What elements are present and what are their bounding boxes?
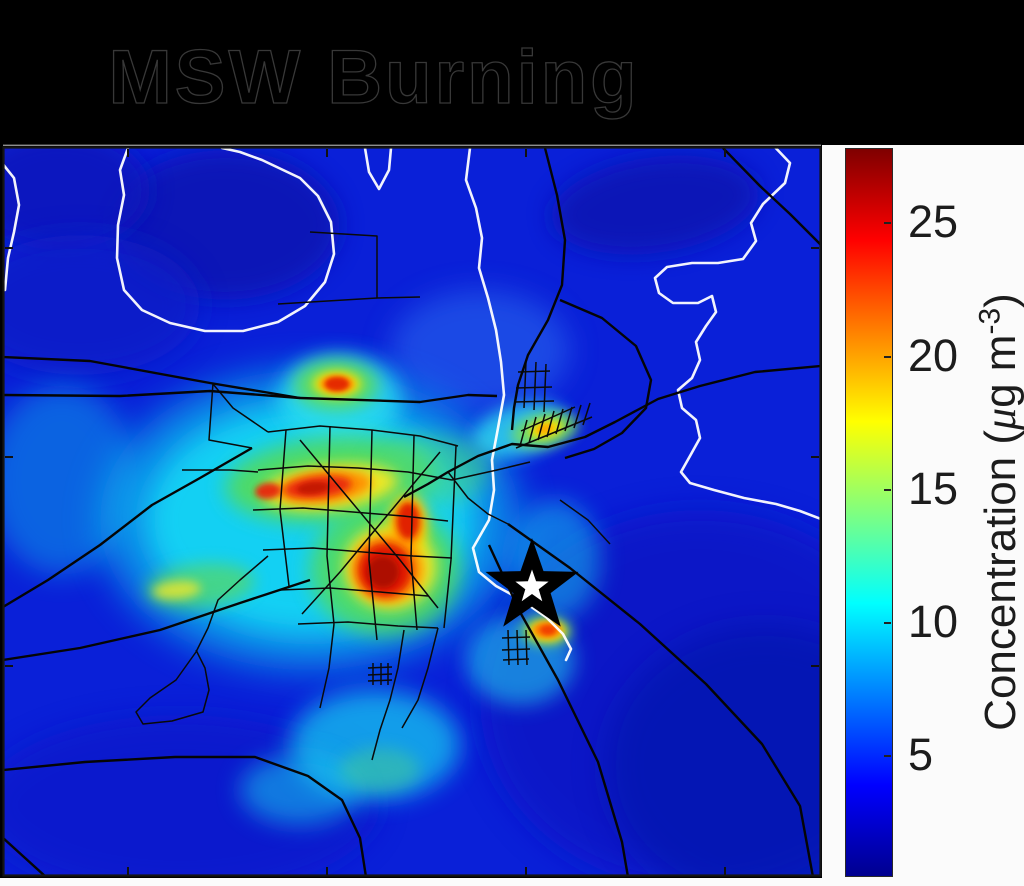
heat-blob	[240, 755, 360, 825]
road-minor	[525, 629, 528, 666]
road-major	[4, 755, 368, 876]
road-minor	[507, 629, 510, 666]
road-minor	[208, 382, 253, 449]
figure-background-bottom	[0, 878, 1024, 886]
waterway-line	[363, 148, 393, 191]
road-minor	[410, 435, 418, 631]
colorbar-tick-label: 25	[908, 196, 959, 248]
road-major	[722, 148, 820, 246]
road-major	[4, 837, 47, 876]
source-star-inner	[515, 569, 549, 602]
road-minor	[277, 297, 378, 305]
road-minor	[262, 547, 453, 559]
road-minor	[135, 555, 269, 725]
road-minor	[543, 363, 547, 413]
colorbar-label-text: Concentration (μg m-3)	[972, 293, 1024, 731]
heat-blob	[297, 481, 329, 495]
road-minor	[555, 408, 564, 435]
road-minor	[502, 658, 530, 661]
heat-blob	[255, 482, 281, 500]
mu-symbol: μ	[975, 407, 1024, 430]
axes-frame	[2, 146, 822, 877]
heat-blob	[325, 377, 349, 391]
chart-title: MSW Burning	[108, 34, 640, 120]
colorbar-tick-mark	[884, 488, 891, 491]
road-minor	[515, 386, 553, 389]
heat-blob	[605, 625, 820, 876]
road-minor	[301, 451, 441, 615]
heat-blob	[550, 155, 760, 255]
road-major	[4, 578, 311, 662]
road-minor	[297, 621, 439, 629]
road-minor	[252, 507, 449, 522]
waterway-line	[653, 148, 820, 521]
heat-blob	[367, 556, 399, 588]
road-minor	[546, 410, 555, 438]
road-minor	[182, 469, 259, 473]
exponent: -3	[972, 307, 1006, 335]
colorbar-tick-mark	[884, 621, 891, 624]
road-minor	[501, 648, 531, 651]
road-minor	[516, 629, 519, 666]
road-major	[510, 148, 567, 431]
road-major	[507, 523, 815, 876]
heat-blob	[4, 235, 200, 375]
colorbar-tick-label: 5	[908, 728, 934, 780]
road-minor	[326, 425, 335, 625]
road-minor	[401, 627, 439, 729]
road-minor	[523, 361, 527, 409]
road-minor	[279, 429, 290, 587]
road-minor	[319, 623, 335, 709]
road-minor	[513, 400, 555, 403]
road-minor	[447, 471, 509, 525]
road-minor	[309, 231, 421, 299]
colorbar-tick-label: 20	[908, 329, 959, 381]
concentration-heatmap	[2, 144, 822, 877]
road-minor	[528, 416, 537, 444]
heat-blob	[4, 148, 150, 250]
road-minor	[279, 587, 429, 597]
frame-top-highlight	[3, 144, 821, 146]
road-minor	[368, 429, 378, 641]
road-minor	[564, 406, 573, 432]
heat-blob	[153, 580, 201, 600]
road-minor	[559, 499, 611, 545]
colorbar-tick-mark	[884, 222, 891, 225]
colorbar	[845, 148, 893, 877]
waterway-line	[4, 163, 21, 292]
waterway-line	[464, 148, 573, 662]
road-minor	[573, 404, 582, 429]
road-minor	[582, 402, 591, 426]
road-major	[4, 446, 253, 608]
heat-blob	[397, 503, 419, 539]
road-minor	[451, 461, 531, 481]
road-minor	[257, 465, 453, 481]
heat-blob	[540, 625, 556, 635]
colorbar-tick-mark	[884, 754, 891, 757]
waterway-line	[115, 148, 336, 333]
map-layers	[4, 148, 820, 876]
road-minor	[519, 419, 528, 447]
road-minor	[371, 629, 405, 761]
road-major	[559, 298, 653, 460]
colorbar-tick-mark	[884, 355, 891, 358]
colorbar-tick-label: 10	[908, 595, 959, 647]
road-minor	[501, 636, 531, 639]
colorbar-tick-label: 15	[908, 462, 959, 514]
road-minor	[520, 406, 576, 432]
heat-blob	[340, 748, 420, 792]
colorbar-axis-label: Concentration (μg m-3)	[965, 147, 1024, 877]
heat-blob	[4, 715, 380, 876]
road-major	[403, 364, 820, 499]
road-minor	[537, 413, 546, 441]
road-major	[4, 389, 301, 400]
road-minor	[443, 445, 457, 629]
